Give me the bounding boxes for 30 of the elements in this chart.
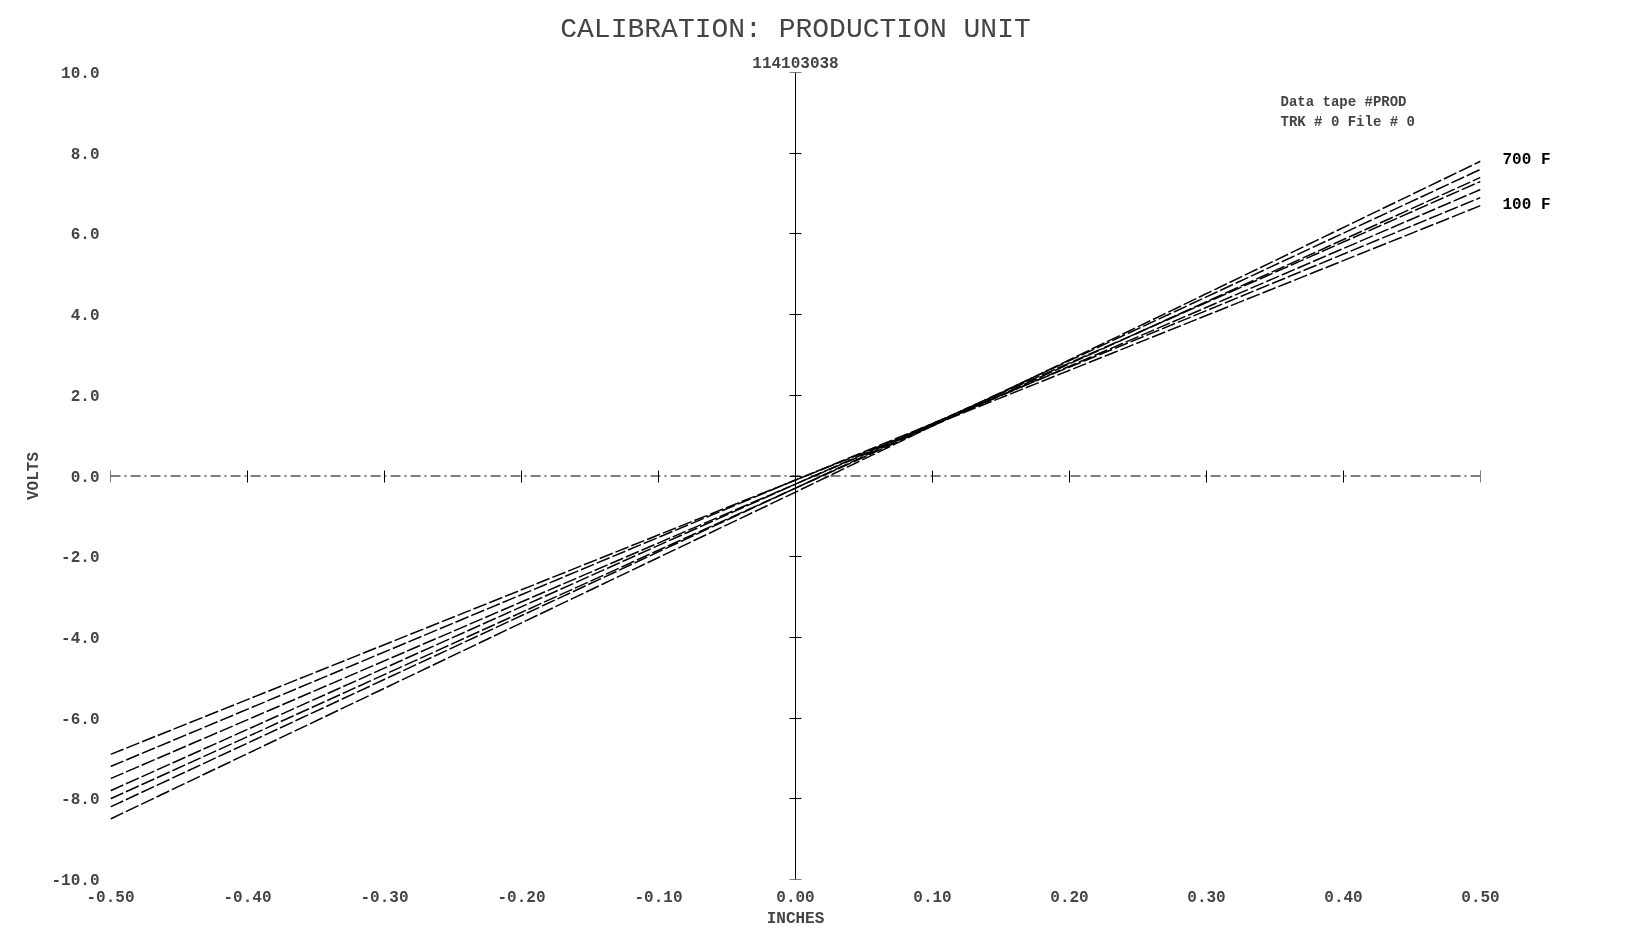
x-axis-title: INCHES [766, 909, 825, 928]
x-tick-label: 0.40 [1324, 888, 1363, 907]
x-tick-label: -0.20 [497, 888, 546, 907]
series-label: 700 F [1502, 151, 1551, 170]
x-tick-label: -0.10 [634, 888, 683, 907]
y-tick-label: -4.0 [61, 629, 100, 648]
y-tick-label: 0.0 [70, 468, 100, 487]
y-tick-label: -2.0 [61, 549, 100, 568]
y-tick-label: 8.0 [70, 145, 100, 164]
chart-subtitle: 114103038 [752, 54, 839, 73]
y-tick-label: -6.0 [61, 710, 100, 729]
x-tick-label: 0.00 [776, 888, 815, 907]
x-tick-label: 0.30 [1187, 888, 1226, 907]
y-axis-title: VOLTS [25, 451, 44, 500]
y-tick-label: 10.0 [61, 65, 100, 83]
x-tick-label: -0.40 [223, 888, 272, 907]
annotation: TRK # 0 File # 0 [1280, 113, 1415, 130]
x-tick-label: -0.30 [360, 888, 409, 907]
series-label: 100 F [1502, 195, 1551, 214]
x-tick-label: 0.50 [1461, 888, 1500, 907]
y-tick-label: -10.0 [51, 872, 100, 890]
y-tick-label: 2.0 [70, 387, 100, 406]
y-tick-label: -8.0 [61, 791, 100, 810]
x-tick-label: 0.10 [913, 888, 952, 907]
y-tick-label: 6.0 [70, 226, 100, 245]
y-tick-label: 4.0 [70, 307, 100, 326]
x-tick-label: 0.20 [1050, 888, 1089, 907]
chart-title: CALIBRATION: PRODUCTION UNIT [560, 13, 1031, 45]
annotation: Data tape #PROD [1280, 93, 1407, 110]
x-tick-label: -0.50 [86, 888, 135, 907]
